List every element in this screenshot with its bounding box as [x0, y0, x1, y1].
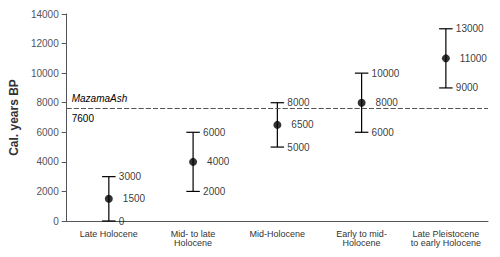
svg-text:1500: 1500 [123, 193, 146, 204]
svg-text:Holocene: Holocene [343, 238, 381, 248]
svg-text:7600: 7600 [72, 113, 95, 124]
svg-text:4000: 4000 [36, 156, 59, 167]
svg-text:8000: 8000 [36, 97, 59, 108]
svg-text:MazamaAsh: MazamaAsh [72, 93, 128, 104]
svg-text:0: 0 [53, 216, 59, 227]
svg-text:2000: 2000 [36, 186, 59, 197]
svg-text:14000: 14000 [31, 9, 59, 20]
svg-text:Holocene: Holocene [174, 238, 212, 248]
svg-text:8000: 8000 [287, 97, 310, 108]
svg-text:Early to mid-: Early to mid- [336, 228, 387, 239]
svg-text:8000: 8000 [376, 97, 399, 108]
svg-text:2000: 2000 [203, 186, 226, 197]
svg-text:Mid- to late: Mid- to late [170, 228, 216, 239]
svg-text:13000: 13000 [456, 23, 484, 34]
svg-text:Mid-Holocene: Mid-Holocene [250, 229, 306, 239]
svg-text:9000: 9000 [456, 82, 479, 93]
svg-text:Late Holocene: Late Holocene [80, 229, 138, 239]
svg-text:10000: 10000 [31, 68, 59, 79]
svg-text:to early Holocene: to early Holocene [411, 238, 481, 248]
svg-text:3000: 3000 [119, 171, 142, 182]
svg-text:11000: 11000 [460, 53, 488, 64]
svg-text:6000: 6000 [36, 127, 59, 138]
svg-text:6000: 6000 [203, 127, 226, 138]
svg-text:4000: 4000 [207, 156, 230, 167]
svg-text:12000: 12000 [31, 38, 59, 49]
svg-text:Late Pleistocene: Late Pleistocene [412, 228, 480, 239]
svg-text:6000: 6000 [372, 127, 395, 138]
svg-text:6500: 6500 [291, 119, 314, 130]
svg-text:Cal. years BP: Cal. years BP [7, 79, 21, 156]
svg-text:10000: 10000 [372, 68, 400, 79]
svg-text:0: 0 [119, 216, 125, 227]
svg-text:5000: 5000 [287, 142, 310, 153]
